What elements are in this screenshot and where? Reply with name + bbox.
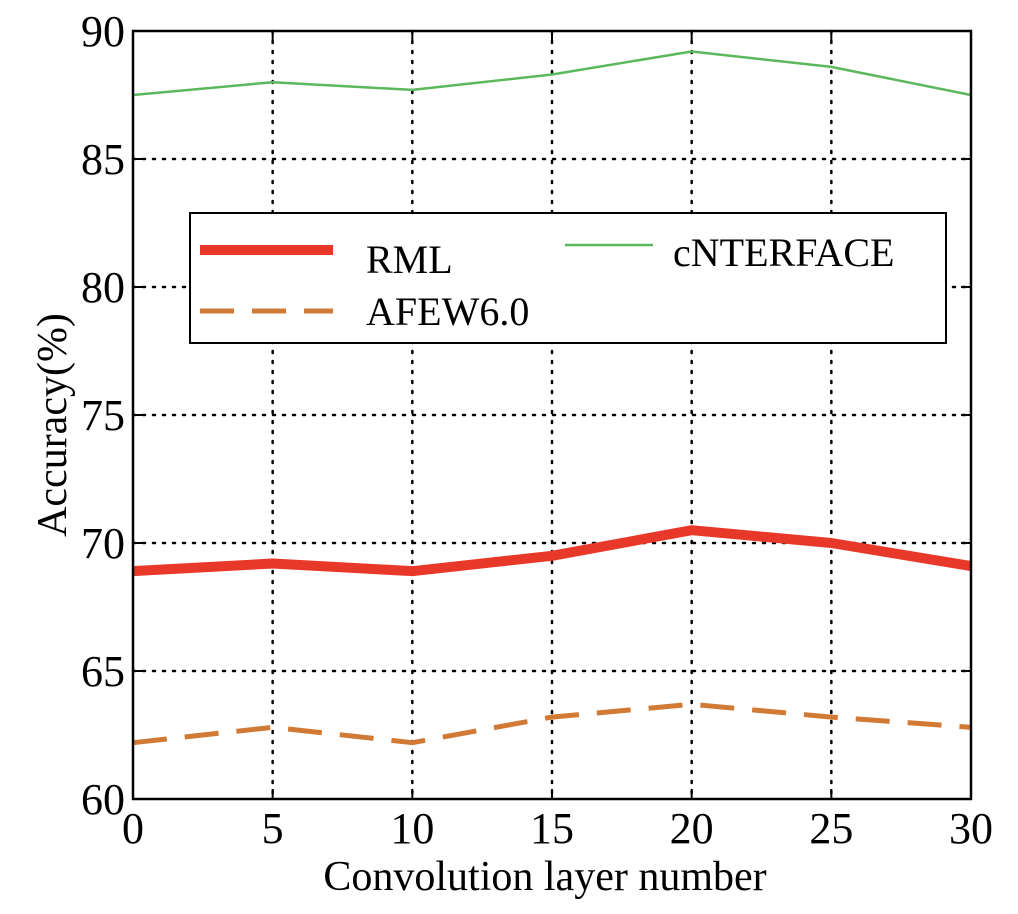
x-tick-label: 15 bbox=[530, 804, 574, 853]
legend-label-rml: RML bbox=[366, 237, 453, 282]
y-tick-labels: 60 65 70 75 80 85 90 bbox=[81, 7, 125, 824]
legend-label-cnterface: cNTERFACE bbox=[673, 230, 894, 275]
y-tick-label: 60 bbox=[81, 775, 125, 824]
legend: RML AFEW6.0 cNTERFACE bbox=[189, 212, 947, 344]
y-tick-label: 90 bbox=[81, 7, 125, 56]
y-tick-label: 75 bbox=[81, 391, 125, 440]
x-tick-label: 20 bbox=[670, 804, 714, 853]
x-tick-label: 30 bbox=[949, 804, 993, 853]
grid-lines bbox=[131, 29, 973, 801]
plot-frame bbox=[131, 29, 973, 801]
x-tick-labels: 0 5 10 15 20 25 30 bbox=[122, 804, 993, 853]
y-tick-label: 85 bbox=[81, 135, 125, 184]
y-axis-label: Accuracy(%) bbox=[30, 313, 76, 537]
series-lines bbox=[132, 50, 972, 746]
legend-box bbox=[189, 212, 947, 344]
legend-label-afew: AFEW6.0 bbox=[366, 289, 529, 334]
x-tick-label: 5 bbox=[262, 804, 284, 853]
y-tick-label: 70 bbox=[81, 519, 125, 568]
x-axis-label: Convolution layer number bbox=[323, 854, 766, 900]
x-tick-label: 10 bbox=[390, 804, 434, 853]
x-tick-label: 25 bbox=[809, 804, 853, 853]
y-tick-label: 65 bbox=[81, 647, 125, 696]
y-tick-label: 80 bbox=[81, 263, 125, 312]
x-tick-label: 0 bbox=[122, 804, 144, 853]
